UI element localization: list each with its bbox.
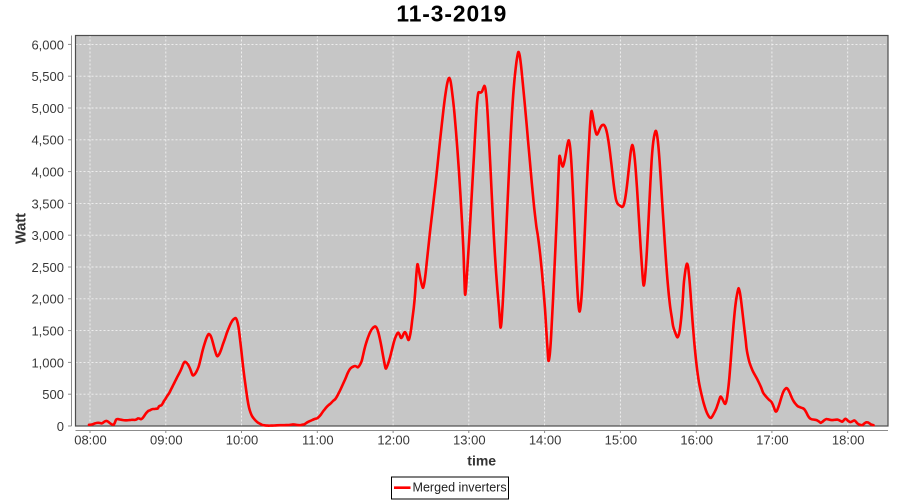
svg-text:1,500: 1,500 [31, 324, 64, 339]
svg-text:3,500: 3,500 [31, 196, 64, 211]
svg-text:2,500: 2,500 [31, 260, 64, 275]
svg-text:12:00: 12:00 [377, 433, 410, 448]
svg-text:500: 500 [42, 387, 64, 402]
svg-text:17:00: 17:00 [756, 433, 789, 448]
svg-text:09:00: 09:00 [150, 433, 183, 448]
svg-text:Merged inverters: Merged inverters [413, 480, 507, 494]
svg-text:0: 0 [57, 419, 64, 434]
svg-text:Watt: Watt [14, 213, 30, 244]
svg-text:4,000: 4,000 [31, 165, 64, 180]
svg-text:16:00: 16:00 [680, 433, 713, 448]
svg-text:08:00: 08:00 [74, 433, 107, 448]
svg-text:time: time [467, 452, 496, 468]
svg-text:2,000: 2,000 [31, 292, 64, 307]
svg-text:11:00: 11:00 [302, 433, 334, 448]
svg-text:4,500: 4,500 [31, 133, 64, 148]
svg-text:10:00: 10:00 [226, 433, 259, 448]
svg-text:13:00: 13:00 [453, 433, 486, 448]
svg-text:3,000: 3,000 [31, 228, 64, 243]
svg-text:18:00: 18:00 [832, 433, 865, 448]
svg-text:15:00: 15:00 [605, 433, 638, 448]
svg-text:1,000: 1,000 [31, 355, 64, 370]
svg-text:5,000: 5,000 [31, 101, 64, 116]
svg-text:6,000: 6,000 [31, 37, 64, 52]
svg-text:5,500: 5,500 [31, 69, 64, 84]
svg-text:11-3-2019: 11-3-2019 [396, 0, 507, 26]
svg-text:14:00: 14:00 [529, 433, 562, 448]
